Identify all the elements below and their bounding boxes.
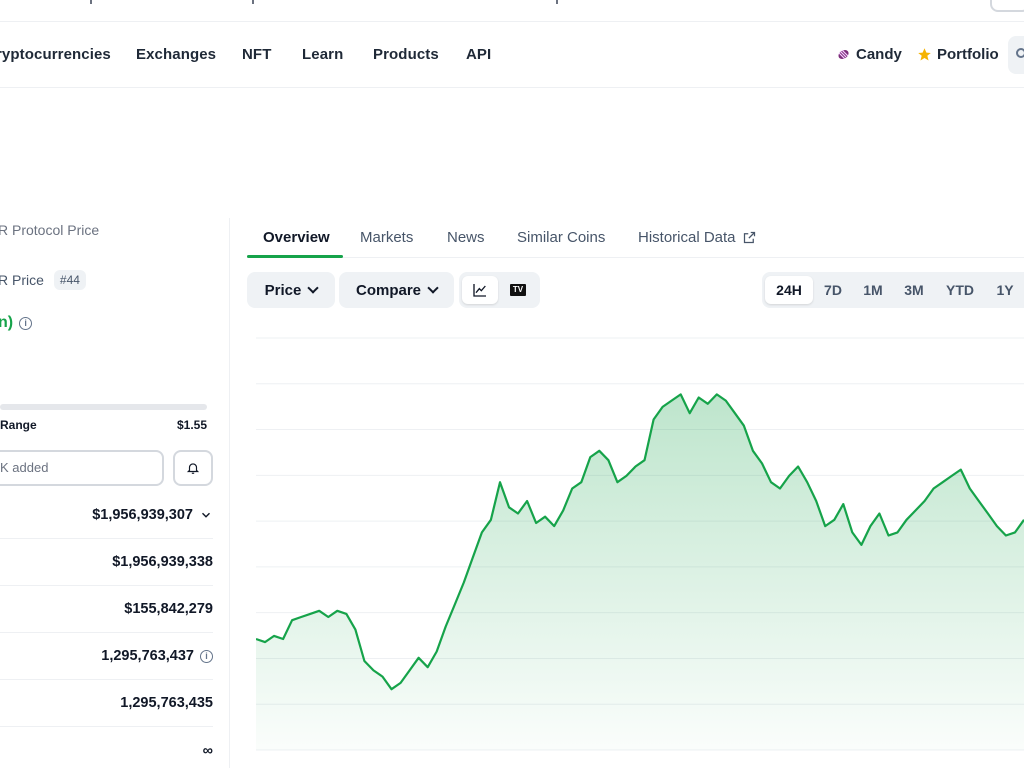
tab-markets[interactable]: Markets [360, 229, 413, 246]
stat-circulating-supply: 1,295,763,437 i [0, 633, 213, 680]
price-dropdown[interactable]: Price [247, 272, 335, 308]
rank-badge: #44 [53, 270, 86, 290]
cut-off-text-mark [252, 0, 254, 4]
coin-tabs: Overview Markets News Similar Coins Hist… [247, 219, 1024, 258]
tab-label: Historical Data [638, 229, 736, 246]
nav-api[interactable]: API [466, 46, 492, 63]
nav-nft[interactable]: NFT [242, 46, 272, 63]
price-change-row: n) i [0, 314, 33, 332]
tab-label: Markets [360, 229, 414, 246]
range-label: Range [0, 418, 37, 432]
portfolio-label: Portfolio [937, 46, 999, 63]
tradingview-button[interactable]: TV [500, 276, 536, 304]
cut-off-text-mark [556, 0, 558, 4]
range-1m[interactable]: 1M [863, 282, 883, 298]
tab-historical-data[interactable]: Historical Data [638, 229, 757, 246]
stat-value: $1,956,939,307 [92, 507, 193, 523]
price-change: n) [0, 314, 14, 331]
stat-value: 1,295,763,435 [120, 695, 213, 711]
range-bar [0, 404, 207, 410]
nav-cryptocurrencies[interactable]: ryptocurrencies [0, 46, 111, 63]
compare-dropdown-label: Compare [355, 281, 422, 299]
nav-portfolio[interactable]: Portfolio [917, 46, 999, 63]
stat-value: ∞ [202, 742, 213, 759]
line-view-button[interactable] [462, 276, 498, 304]
range-high: $1.55 [176, 418, 207, 432]
time-range-selector: 24H 7D 1M 3M YTD 1Y [762, 272, 1024, 308]
range-24h[interactable]: 24H [765, 276, 813, 304]
range-row: Range $1.55 [0, 418, 207, 432]
search-icon [1016, 48, 1024, 58]
main-nav: ryptocurrencies Exchanges NFT Learn Prod… [0, 23, 1024, 88]
breadcrumb[interactable]: R Protocol Price [0, 222, 100, 238]
tradingview-icon: TV [510, 284, 526, 296]
nav-products[interactable]: Products [373, 46, 439, 63]
candy-icon [838, 49, 849, 60]
chevron-down-icon[interactable] [199, 508, 213, 522]
top-strip [0, 0, 1024, 22]
stat-total-supply: 1,295,763,435 [0, 680, 213, 727]
stat-value: $155,842,279 [124, 601, 213, 617]
stat-max-supply: ∞ [0, 727, 213, 768]
info-icon[interactable]: i [200, 649, 213, 663]
stat-market-cap: $1,956,939,307 [0, 492, 213, 539]
nav-exchanges[interactable]: Exchanges [136, 46, 217, 63]
header-action-button[interactable] [990, 0, 1024, 12]
compare-dropdown[interactable]: Compare [339, 272, 454, 308]
coin-name: R Price [0, 272, 44, 288]
tab-news[interactable]: News [447, 229, 485, 246]
tab-label: Similar Coins [517, 229, 606, 246]
price-dropdown-label: Price [264, 281, 302, 299]
active-tab-indicator [247, 255, 343, 258]
tab-label: Overview [263, 229, 330, 246]
chevron-down-icon [427, 282, 439, 294]
price-chart[interactable] [256, 318, 1024, 768]
bell-icon [186, 463, 200, 474]
coin-title-row: R Price #44 [0, 270, 86, 290]
nav-learn[interactable]: Learn [302, 46, 344, 63]
range-7d[interactable]: 7D [824, 282, 842, 298]
coin-sidebar: R Protocol Price R Price #44 n) i Range … [0, 218, 230, 768]
range-1y[interactable]: 1Y [996, 282, 1014, 298]
search-button[interactable] [1008, 36, 1024, 74]
stat-value: $1,956,939,338 [112, 554, 213, 570]
tab-label: News [447, 229, 485, 246]
price-line [256, 393, 1024, 691]
price-area [256, 394, 1024, 750]
tab-overview[interactable]: Overview [263, 229, 330, 246]
price-alert-button[interactable] [173, 450, 213, 486]
star-icon [918, 48, 931, 61]
external-link-icon [743, 231, 755, 244]
info-icon[interactable]: i [19, 316, 33, 330]
range-ytd[interactable]: YTD [946, 282, 974, 298]
line-chart-icon [473, 284, 486, 297]
tab-similar-coins[interactable]: Similar Coins [517, 229, 605, 246]
range-3m[interactable]: 3M [904, 282, 924, 298]
chevron-down-icon [307, 282, 320, 294]
watchlist-button[interactable]: K added [0, 450, 164, 486]
chart-view-toggle: TV [459, 272, 540, 308]
cut-off-text-mark [90, 0, 92, 4]
candy-label: Candy [856, 46, 902, 63]
stat-value: 1,295,763,437 [101, 648, 194, 664]
stat-volume: $155,842,279 [0, 586, 213, 633]
nav-candy[interactable]: Candy [836, 46, 902, 63]
stat-fdv: $1,956,939,338 [0, 539, 213, 586]
